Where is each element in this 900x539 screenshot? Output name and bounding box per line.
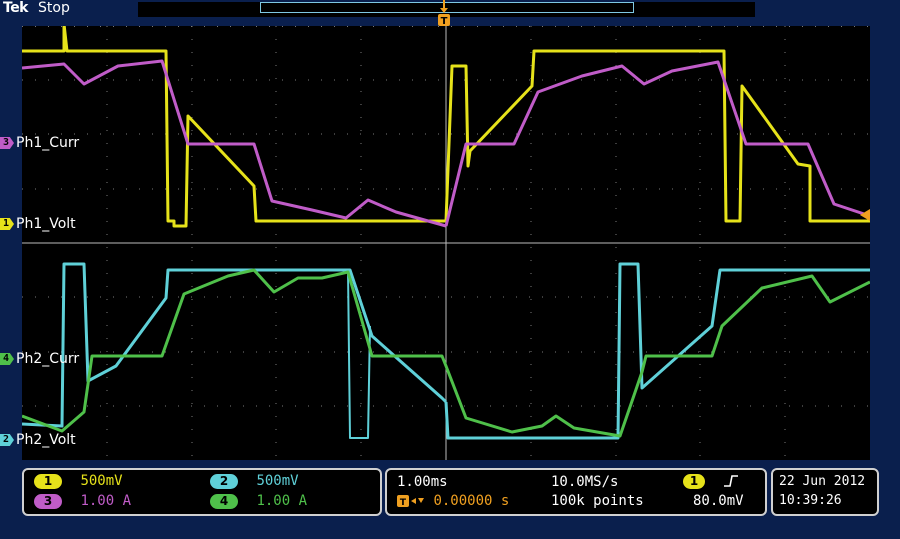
trigger-position: 0.00000 s	[433, 493, 510, 509]
ch4-marker-icon: 4	[0, 353, 14, 365]
status-bar: Tek Stop T	[0, 0, 900, 26]
ch3-waveform	[21, 59, 871, 228]
ch1-badge[interactable]: 1	[34, 474, 62, 489]
ch1-marker-icon: 1	[0, 218, 14, 230]
horizontal-readout-panel[interactable]: 1.00ms 10.0MS/s 1 T 0.00000 s 100k point…	[385, 468, 767, 516]
ch2-waveform	[21, 262, 870, 440]
channel-label-ch4[interactable]: 4 Ph2_Curr	[0, 351, 79, 367]
ch2-name: Ph2_Volt	[16, 432, 76, 448]
ch1-name: Ph1_Volt	[16, 216, 76, 232]
ch2-badge[interactable]: 2	[210, 474, 238, 489]
ch3-badge[interactable]: 3	[34, 494, 62, 509]
time-per-div: 1.00ms	[397, 474, 448, 490]
ch2-scale: 500mV	[256, 473, 299, 489]
ch4-badge[interactable]: 4	[210, 494, 238, 509]
trigger-marker-letter: T	[441, 16, 448, 26]
record-length: 100k points	[551, 493, 644, 509]
channel-label-ch3[interactable]: 3 Ph1_Curr	[0, 135, 79, 151]
ch4-waveform	[21, 268, 871, 438]
channel-label-ch1[interactable]: 1 Ph1_Volt	[0, 216, 76, 232]
vertical-readout-panel[interactable]: 1 500mV 2 500mV 3 1.00 A 4 1.00 A	[22, 468, 382, 516]
trigger-level: 80.0mV	[693, 493, 744, 509]
trigger-readout-letter: T	[400, 498, 407, 508]
ch2-marker-icon: 2	[0, 434, 14, 446]
rising-edge-icon	[724, 475, 739, 487]
acquisition-status: Stop	[38, 0, 70, 16]
time: 10:39:26	[779, 493, 842, 508]
brand-logo: Tek	[3, 0, 29, 16]
ch3-name: Ph1_Curr	[16, 135, 80, 151]
trigger-position-icon[interactable]: T	[437, 0, 451, 26]
ch4-name: Ph2_Curr	[16, 351, 80, 367]
date: 22 Jun 2012	[779, 474, 866, 489]
channel-label-ch2[interactable]: 2 Ph2_Volt	[0, 432, 76, 448]
sample-rate: 10.0MS/s	[551, 474, 619, 490]
record-view-window[interactable]	[260, 2, 634, 13]
graticule	[22, 26, 870, 460]
ch4-scale: 1.00 A	[256, 493, 308, 509]
ch1-scale: 500mV	[80, 473, 123, 489]
ch1-waveform	[22, 22, 870, 228]
waveform-display[interactable]	[21, 22, 871, 460]
datetime-panel[interactable]: 22 Jun 2012 10:39:26	[771, 468, 879, 516]
trigger-position-readout-icon: T	[397, 495, 424, 508]
ch3-marker-icon: 3	[0, 137, 14, 149]
trigger-level-marker	[860, 209, 870, 221]
ch3-scale: 1.00 A	[80, 493, 132, 509]
readout-bar: 1 500mV 2 500mV 3 1.00 A 4 1.00 A 1.00ms…	[0, 462, 900, 539]
trigger-source-badge[interactable]: 1	[683, 474, 705, 489]
